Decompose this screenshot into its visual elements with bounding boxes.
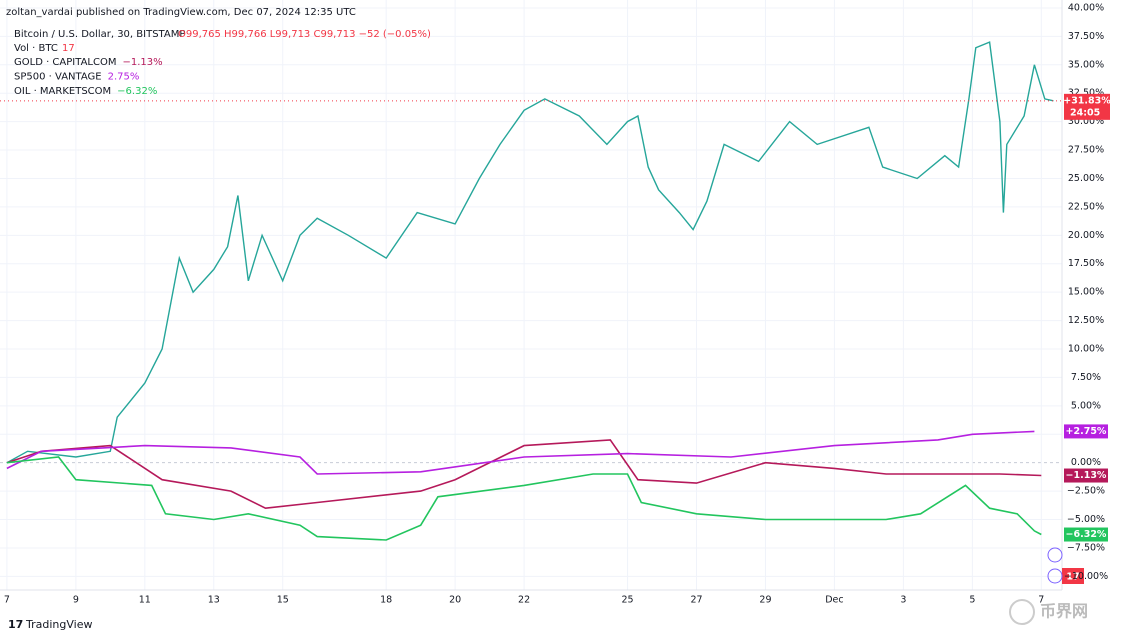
x-tick-label: 29: [759, 595, 771, 606]
y-tick-label: 15.00%: [1068, 287, 1104, 298]
price-badge: [1064, 93, 1110, 120]
x-tick-label: Dec: [825, 595, 843, 606]
y-tick-label: 32.50%: [1068, 88, 1104, 99]
y-tick-label: 20.00%: [1068, 230, 1104, 241]
y-tick-label: 0.00%: [1071, 457, 1101, 468]
price-badge: [1064, 424, 1108, 439]
y-tick-label: −10.00%: [1064, 571, 1108, 582]
volume-badge: [1062, 568, 1084, 584]
plot: [0, 41, 1062, 541]
watermark-icon: [1009, 599, 1035, 625]
legend-value: −6.32%: [117, 86, 157, 97]
y-tick-label: 10.00%: [1068, 343, 1104, 354]
countdown: 24:05: [1070, 107, 1100, 118]
y-tick-label: 17.50%: [1068, 258, 1104, 269]
price-badge: [1064, 527, 1108, 542]
x-tick-label: 5: [969, 595, 975, 606]
price-badge-text: +2.75%: [1066, 426, 1107, 437]
icon[interactable]: [1047, 547, 1063, 563]
price-badge-text: −1.13%: [1066, 470, 1107, 481]
y-tick-label: 5.00%: [1071, 400, 1101, 411]
series-line: [6, 430, 1035, 475]
series-line: [6, 456, 1042, 541]
series-line: [6, 41, 1054, 464]
volume-badge-text: 17: [1066, 572, 1079, 583]
y-tick-label: 27.50%: [1068, 145, 1104, 156]
y-tick-label: 25.00%: [1068, 173, 1104, 184]
y-tick-label: 40.00%: [1068, 2, 1104, 13]
main-name: Bitcoin / U.S. Dollar, 30, BITSTAMP: [14, 29, 185, 40]
footer-icon: 17: [8, 618, 23, 631]
x-tick-label: 20: [449, 595, 461, 606]
y-tick-label: 35.00%: [1068, 59, 1104, 70]
header: zoltan_vardai published on TradingView.c…: [6, 7, 356, 18]
main-ohlc: O99,765 H99,766 L99,713 C99,713 −52 (−0.…: [178, 29, 431, 40]
volume-value: 17: [62, 43, 75, 54]
x-tick-label: 3: [900, 595, 906, 606]
y-tick-label: 30.00%: [1068, 116, 1104, 127]
x-tick-label: 11: [139, 595, 151, 606]
x-tick-label: 25: [621, 595, 633, 606]
x-tick-label: 7: [4, 595, 10, 606]
series-line: [6, 439, 1042, 510]
y-tick-label: −7.50%: [1067, 542, 1105, 553]
y-tick-label: −5.00%: [1067, 514, 1105, 525]
y-tick-label: −2.50%: [1067, 486, 1105, 497]
x-tick-label: 7: [1038, 595, 1044, 606]
legend-name: SP500 · VANTAGE: [14, 72, 102, 83]
price-badge-text: +31.83%: [1063, 95, 1111, 106]
legend-name: GOLD · CAPITALCOM: [14, 57, 116, 68]
volume-name: Vol · BTC: [14, 43, 58, 54]
legend-name: OIL · MARKETSCOM: [14, 86, 111, 97]
x-tick-label: 27: [690, 595, 702, 606]
price-badge-text: −6.32%: [1066, 529, 1107, 540]
y-tick-label: 37.50%: [1068, 31, 1104, 42]
legend-value: 2.75%: [108, 72, 140, 83]
price-badge: [1064, 468, 1108, 483]
watermark: 币界网: [1040, 602, 1088, 621]
x-tick-label: 9: [73, 595, 79, 606]
watermark-logo: 17: [1047, 547, 1084, 584]
x-tick-label: 18: [380, 595, 392, 606]
y-tick-label: 22.50%: [1068, 201, 1104, 212]
legend-value: −1.13%: [122, 57, 162, 68]
x-tick-label: 22: [518, 595, 530, 606]
y-tick-label: 12.50%: [1068, 315, 1104, 326]
footer-logo: TradingView: [25, 618, 92, 631]
legend: GOLD · CAPITALCOM −1.13% SP500 · VANTAGE 2.…: [14, 57, 163, 97]
y-tick-label: 7.50%: [1071, 372, 1101, 383]
x-tick-label: 13: [208, 595, 220, 606]
icon[interactable]: [1047, 568, 1063, 584]
x-tick-label: 15: [277, 595, 289, 606]
